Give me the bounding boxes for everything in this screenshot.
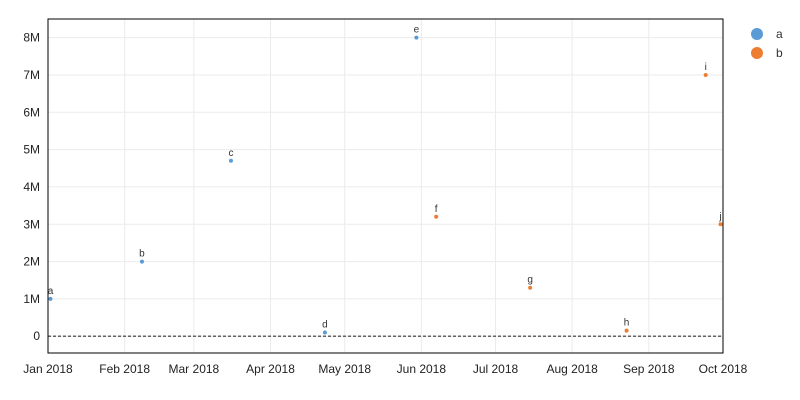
y-tick-label: 6M	[23, 105, 40, 119]
y-tick-label: 1M	[23, 292, 40, 306]
x-tick-label: Aug 2018	[546, 362, 598, 376]
y-tick-label: 3M	[23, 217, 40, 231]
data-point-d	[322, 330, 327, 335]
legend-marker-b	[751, 47, 763, 59]
grid	[47, 19, 724, 353]
data-point-label: a	[48, 286, 54, 297]
x-tick-label: Oct 2018	[699, 362, 748, 376]
y-axis: 0 1M 2M 3M 4M 5M 6M 7M 8M	[23, 31, 40, 344]
y-tick-label: 8M	[23, 31, 40, 45]
data-point-e	[414, 35, 419, 40]
x-tick-label: Apr 2018	[246, 362, 295, 376]
x-tick-label: Mar 2018	[169, 362, 220, 376]
data-point-j	[718, 222, 723, 227]
data-point-a	[48, 296, 53, 301]
data-point-label: c	[228, 148, 233, 159]
data-point-g	[528, 285, 533, 290]
data-point-label: i	[705, 62, 707, 73]
data-point-i	[703, 72, 708, 77]
data-point-label: h	[624, 318, 630, 329]
data-point-h	[624, 328, 629, 333]
legend: ab	[751, 27, 783, 60]
data-point-label: e	[414, 25, 420, 36]
y-tick-label: 5M	[23, 143, 40, 157]
y-tick-label: 7M	[23, 68, 40, 82]
x-tick-label: Sep 2018	[623, 362, 675, 376]
data-point-label: b	[139, 249, 145, 260]
y-tick-label: 4M	[23, 180, 40, 194]
data-point-c	[228, 158, 233, 163]
plot-area	[47, 18, 724, 354]
data-point-label: f	[435, 204, 438, 215]
y-tick-label: 0	[33, 329, 40, 343]
x-tick-label: Feb 2018	[99, 362, 150, 376]
data-point-label: g	[527, 275, 533, 286]
x-tick-label: Jun 2018	[397, 362, 447, 376]
data-points: a b c d e f g h i j	[48, 25, 723, 335]
x-tick-label: May 2018	[318, 362, 371, 376]
legend-label: b	[776, 46, 783, 60]
x-tick-label: Jan 2018	[23, 362, 73, 376]
x-axis: Jan 2018 Feb 2018 Mar 2018 Apr 2018 May 2018…	[23, 362, 747, 376]
legend-marker-a	[751, 28, 763, 40]
x-tick-label: Jul 2018	[473, 362, 519, 376]
y-tick-label: 2M	[23, 255, 40, 269]
data-point-label: j	[718, 211, 721, 222]
data-point-f	[434, 214, 439, 219]
data-point-label: d	[322, 319, 328, 330]
data-point-b	[139, 259, 144, 264]
legend-label: a	[776, 27, 783, 41]
